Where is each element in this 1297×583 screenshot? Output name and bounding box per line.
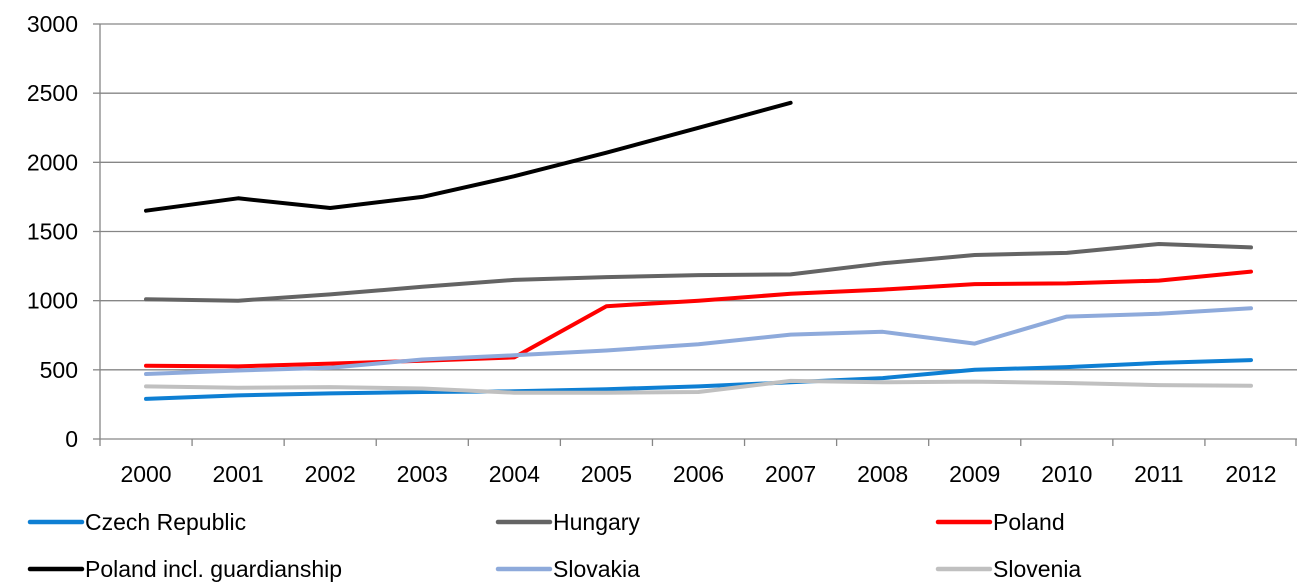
x-tick-label: 2007 — [765, 461, 816, 487]
legend-label-hungary: Hungary — [553, 509, 640, 535]
x-tick-label: 2005 — [581, 461, 632, 487]
x-tick-label: 2009 — [949, 461, 1000, 487]
y-axis-ticks: 0 500 1000 1500 2000 2500 3000 — [27, 11, 100, 452]
y-tick-label: 500 — [40, 357, 78, 383]
gridlines — [100, 23, 1297, 371]
y-tick-label: 0 — [65, 426, 78, 452]
series-line-czech-republic — [144, 358, 1253, 401]
series-line-slovakia — [144, 306, 1253, 376]
legend-label-slovenia: Slovenia — [993, 556, 1081, 582]
x-tick-label: 2001 — [213, 461, 264, 487]
x-tick-label: 2002 — [305, 461, 356, 487]
x-tick-label: 2008 — [857, 461, 908, 487]
legend: Czech Republic Hungary Poland Poland incl. … — [27, 509, 1081, 582]
series-line-hungary — [144, 242, 1253, 303]
series-line-poland — [144, 269, 1253, 369]
y-tick-label: 1000 — [27, 288, 78, 314]
legend-label-czech-republic: Czech Republic — [85, 509, 246, 535]
x-tick-label: 2004 — [489, 461, 540, 487]
x-tick-label: 2003 — [397, 461, 448, 487]
x-tick-label: 2000 — [120, 461, 171, 487]
x-tick-label: 2010 — [1041, 461, 1092, 487]
y-tick-label: 3000 — [27, 11, 78, 37]
legend-label-poland: Poland — [993, 509, 1065, 535]
series-lines — [144, 100, 1253, 401]
series-line-slovenia — [144, 378, 1253, 395]
y-tick-label: 1500 — [27, 219, 78, 245]
series-line-poland-incl-guardianship — [144, 100, 793, 213]
y-tick-label: 2000 — [27, 149, 78, 175]
x-tick-label: 2006 — [673, 461, 724, 487]
legend-label-slovakia: Slovakia — [553, 556, 640, 582]
y-tick-label: 2500 — [27, 80, 78, 106]
x-tick-label: 2012 — [1225, 461, 1276, 487]
x-axis-ticks: 2000 2001 2002 2003 2004 2005 2006 2007 2008 2009… — [99, 439, 1297, 487]
x-tick-label: 2011 — [1134, 461, 1183, 487]
legend-label-poland-incl-guardianship: Poland incl. guardianship — [85, 556, 342, 582]
